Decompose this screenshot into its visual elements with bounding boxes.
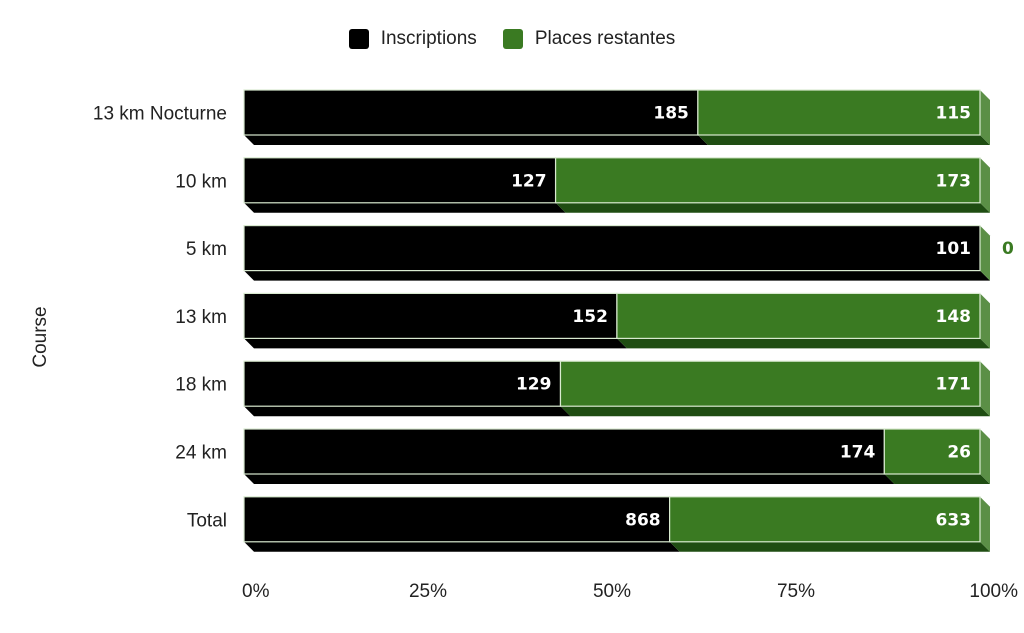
bar-side [980,361,990,417]
bar-bottom-places-restantes [555,202,990,213]
bar-side [980,225,990,281]
legend: Inscriptions Places restantes [0,28,1024,50]
y-tick-label: 13 km [175,307,227,328]
bar-bottom-inscriptions [244,202,566,213]
legend-item-places-restantes[interactable]: Places restantes [502,28,676,50]
bar-row-10-km [243,157,990,213]
data-label-places-restantes: 173 [936,171,972,191]
bar-bottom-places-restantes [884,474,990,484]
bar-inscriptions [243,496,671,543]
legend-swatch-places-restantes [502,29,523,49]
bar-inscriptions [243,360,562,407]
bar-side [980,157,990,213]
y-tick-label: 18 km [175,375,227,396]
data-label-places-restantes: 171 [936,375,972,395]
bar-side [980,293,990,349]
bar-row-total [243,496,990,552]
data-label-inscriptions: 101 [936,239,972,259]
data-label-places-restantes: 148 [936,307,972,327]
bar-inscriptions [243,292,618,339]
bar-places-restantes [697,89,981,136]
legend-label-inscriptions: Inscriptions [380,28,477,49]
bar-bottom-places-restantes [560,406,990,417]
bar-inscriptions [243,428,885,475]
bar-inscriptions [243,225,981,272]
data-label-inscriptions: 129 [516,375,552,395]
bar-inscriptions [243,89,699,136]
x-tick-label: 100% [969,581,1018,602]
y-tick-label: 13 km Nocturne [93,104,227,125]
bar-side [980,496,990,552]
bar-places-restantes [554,157,981,204]
bar-inscriptions [243,157,557,204]
bar-bottom-inscriptions [244,135,708,145]
data-label-places-restantes: 633 [936,510,972,530]
data-label-inscriptions: 868 [625,510,661,530]
data-label-inscriptions: 185 [653,104,689,124]
data-label-inscriptions: 174 [840,443,876,463]
bar-side [980,90,990,145]
data-label-places-restantes: 26 [947,443,971,463]
bar-bottom-inscriptions [244,270,990,281]
bar-bottom-inscriptions [244,474,895,484]
data-label-places-restantes: 115 [936,104,972,124]
legend-item-inscriptions[interactable]: Inscriptions [348,28,477,50]
y-tick-label: 10 km [175,171,227,192]
bar-bottom-places-restantes [669,541,990,552]
bar-row-5-km [243,225,990,281]
y-tick-label: 5 km [186,239,227,260]
y-tick-label: 24 km [175,443,227,464]
y-tick-label: Total [187,510,227,531]
x-tick-label: 25% [409,581,447,602]
bar-bottom-inscriptions [244,338,627,349]
bar-places-restantes [616,292,981,339]
x-tick-label: 50% [593,581,631,602]
x-tick-label: 75% [777,581,815,602]
bar-places-restantes [883,428,981,475]
data-label-places-restantes: 0 [1002,239,1014,259]
bar-bottom-places-restantes [616,338,990,349]
legend-swatch-inscriptions [348,29,369,49]
bar-side [980,429,990,484]
bar-bottom-places-restantes [697,135,990,145]
bar-row-18-km [243,360,990,417]
bar-bottom-inscriptions [244,541,680,552]
x-tick-label: 0% [242,581,270,602]
bar-row-24-km [243,428,990,484]
bar-places-restantes [559,360,981,407]
bar-bottom-inscriptions [244,406,571,417]
bar-places-restantes [669,496,981,543]
data-label-inscriptions: 127 [511,171,547,191]
legend-label-places-restantes: Places restantes [534,28,676,49]
bar-row-13-km [243,292,990,349]
data-label-inscriptions: 152 [572,307,608,327]
bar-row-13-km-nocturne [243,89,990,145]
